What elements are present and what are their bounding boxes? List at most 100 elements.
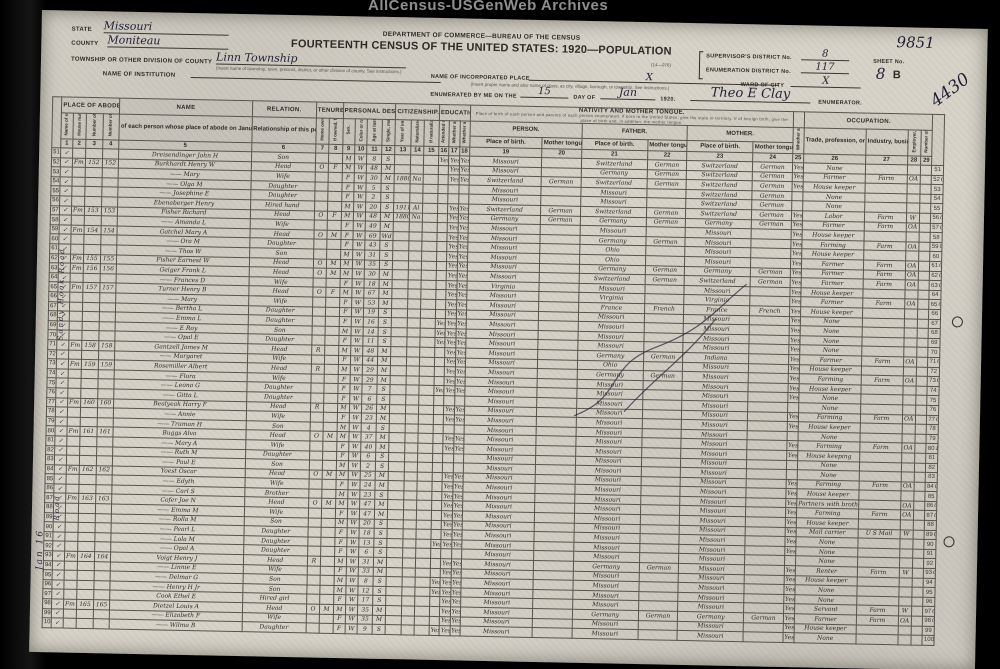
line-number: 71 [929,359,937,366]
cell-english: Yes [785,479,798,490]
cell-mortgage: M [321,498,336,509]
cell-family_no [92,618,110,629]
cell-read: Yes [444,357,456,368]
cell-read: Yes [443,414,454,425]
cell-marital: M [376,413,390,424]
cell-school [436,261,447,271]
cell-read: Yes [446,270,457,281]
line-number-right: 85 [925,491,938,502]
cell-family_no [96,407,114,418]
cell-english: Yes [784,536,797,547]
cell-school [435,270,447,281]
cell-write: Yes [458,155,470,166]
cell-read: Yes [448,165,459,176]
column-desc: Whether able to read. [449,120,460,147]
cell-immigration_year [391,317,408,328]
cell-color: W [348,460,361,471]
cell-english: Yes [783,603,795,614]
cell-farm-schedule [920,174,932,185]
cell-color: W [346,575,359,586]
cell-school: Yes [428,625,440,636]
cell-english: Yes [784,517,797,528]
cell-family_no [95,474,113,485]
line-number-left: 75 [46,378,57,388]
margin-scribble: 000 [939,225,943,232]
cell-age: 35 [357,614,373,625]
cell-marital: S [373,538,388,548]
cell-naturalized [404,442,419,453]
cell-dwelling_no [84,215,102,226]
line-number: 100 [923,637,934,644]
cell-dwelling_no [78,484,96,495]
cell-naturalization_year [414,606,430,616]
cell-school [434,366,445,377]
cell-color: W [347,518,360,529]
cell-english: Yes [782,623,795,633]
cell-read: Yes [442,481,453,492]
cell-age: 43 [365,240,380,251]
margin-scribble: 000 [937,359,940,366]
cell-english: Yes [786,440,799,451]
cell-worker_class [899,548,913,559]
line-number-left: 97 [42,589,53,599]
cell-immigration_year [390,346,407,357]
line-number: 55 [933,205,941,212]
cell-farm-schedule [911,606,924,617]
cell-mortgage [323,412,338,423]
cell-immigration_year [387,500,404,510]
column-number: 17 [448,146,460,156]
enumerated-year: 1920. [660,96,676,103]
line-number-right: 98000 [922,616,935,627]
line-number: 95 [925,589,933,596]
cell-mortgage: M [323,431,337,442]
cell-check: ✓ [56,339,69,350]
cell-school [437,174,449,185]
cell-farm-schedule [919,194,932,204]
cell-read [440,549,452,559]
enumerated-day: 15 [520,85,569,99]
cell-house_or_farm [69,301,83,312]
cell-marital: S [381,154,396,165]
cell-dwelling_no [81,330,99,341]
line-number: 80 [927,445,935,452]
cell-school [430,568,441,578]
cell-check: ✓ [55,397,68,408]
line-number-right: 58 [930,232,943,243]
cell-naturalized [406,346,421,357]
cell-house_or_farm [66,445,80,456]
cell-naturalization_year [422,241,437,252]
line-number: 67 [931,320,938,327]
column-desc: House number or farm, etc. [72,113,87,139]
cell-color: W [348,441,362,452]
cell-marital: M [381,164,395,174]
cell-family_no [92,609,110,620]
cell-age: 6 [359,547,374,558]
cell-farm-schedule [915,405,928,415]
sheet-number-hand: 8 [875,64,886,83]
cell-age: 67 [364,288,379,299]
cell-marital: S [380,183,395,194]
supervisor-value: 8 [801,48,850,62]
line-number: 56 [932,215,940,222]
cell-tenure: O [309,431,324,442]
cell-worker_class [905,251,919,262]
line-number-right: 80147 [926,443,938,454]
cell-color: W [352,278,365,289]
line-number: 82 [928,464,936,471]
cell-family_no: 164 [94,551,111,562]
cell-color: W [353,192,367,203]
cell-color: W [352,269,365,279]
cell-age: 4 [361,422,377,433]
archive-watermark: AllCensus-USGenWeb Archives [368,0,609,14]
cell-house_or_farm [67,378,82,389]
cell-english: Yes [786,421,799,432]
margin-scribble: 000 [939,244,943,251]
cell-school [431,510,442,521]
cell-age: 30 [364,269,380,280]
cell-tenure [309,440,324,451]
cell-read: Yes [444,347,456,358]
cell-color: W [349,412,362,423]
cell-school: Yes [438,155,449,166]
cell-family_no: 162 [95,465,113,476]
cell-house_or_farm [66,435,81,446]
